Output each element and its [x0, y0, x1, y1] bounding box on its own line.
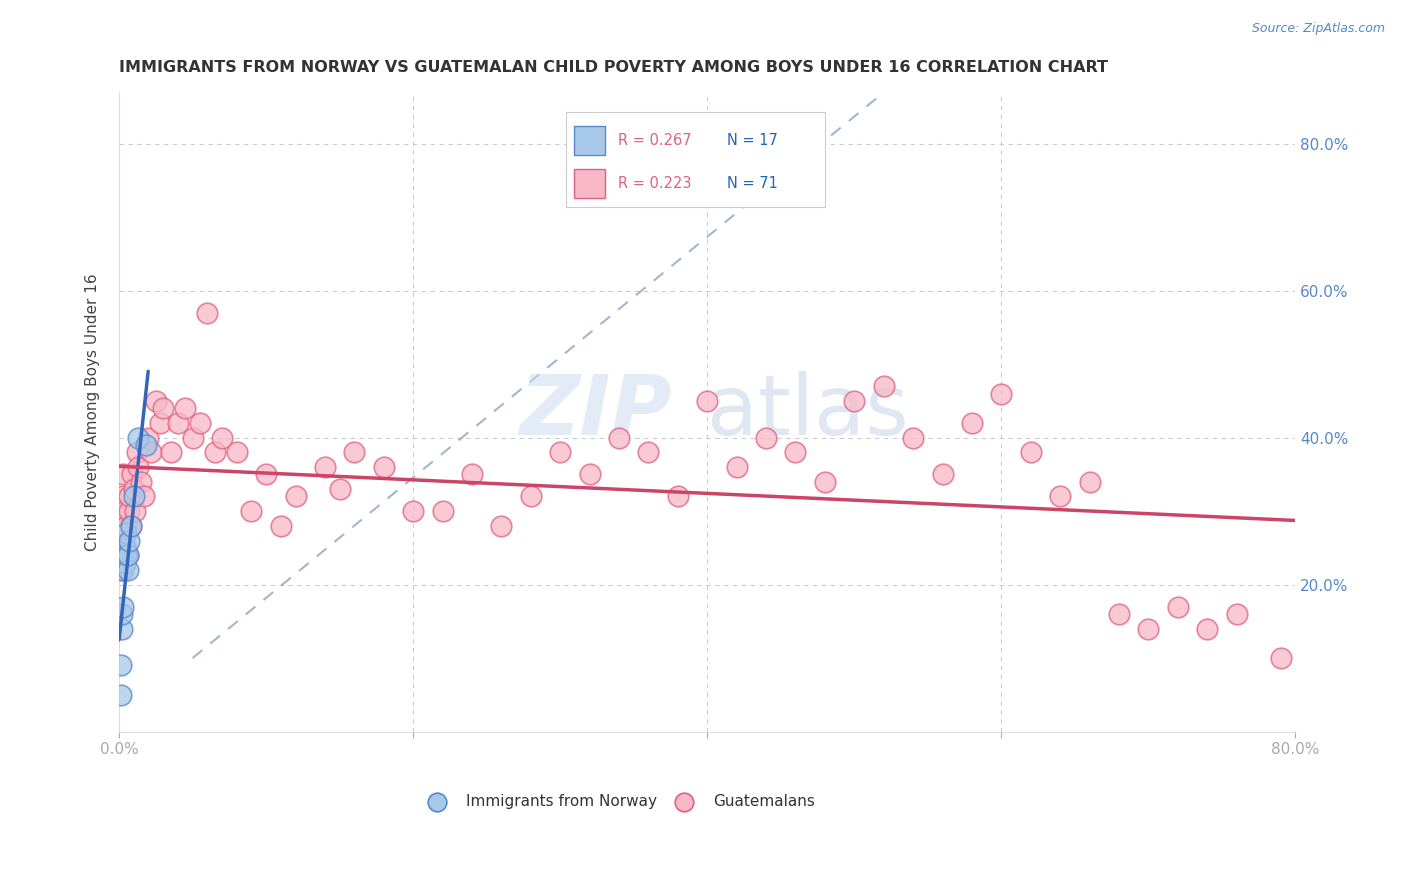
Point — [329, 482, 352, 496]
Point — [195, 306, 218, 320]
Point — [118, 533, 141, 548]
Point — [284, 490, 307, 504]
Point — [204, 445, 226, 459]
Point — [254, 467, 277, 482]
Point — [1078, 475, 1101, 489]
Text: Source: ZipAtlas.com: Source: ZipAtlas.com — [1251, 22, 1385, 36]
Text: IMMIGRANTS FROM NORWAY VS GUATEMALAN CHILD POVERTY AMONG BOYS UNDER 16 CORRELATI: IMMIGRANTS FROM NORWAY VS GUATEMALAN CHI… — [120, 60, 1108, 75]
Point — [314, 460, 336, 475]
Point — [138, 431, 160, 445]
Point — [122, 490, 145, 504]
Point — [873, 379, 896, 393]
Text: Guatemalans: Guatemalans — [713, 794, 815, 809]
Point — [990, 386, 1012, 401]
Point — [461, 467, 484, 482]
Y-axis label: Child Poverty Among Boys Under 16: Child Poverty Among Boys Under 16 — [86, 273, 100, 550]
Point — [1137, 622, 1160, 636]
Point — [112, 490, 135, 504]
Point — [211, 431, 233, 445]
Point — [931, 467, 953, 482]
Point — [111, 533, 134, 548]
Text: Immigrants from Norway: Immigrants from Norway — [467, 794, 657, 809]
Point — [110, 658, 132, 673]
Point — [696, 393, 718, 408]
Point — [112, 599, 135, 614]
Point — [755, 431, 778, 445]
Point — [548, 445, 571, 459]
Point — [666, 490, 689, 504]
Point — [112, 467, 135, 482]
Point — [110, 688, 132, 702]
Point — [132, 490, 155, 504]
Point — [112, 563, 135, 577]
Point — [181, 431, 204, 445]
Point — [725, 460, 748, 475]
Point — [167, 416, 190, 430]
Point — [111, 607, 134, 621]
Point — [1049, 490, 1071, 504]
Point — [607, 431, 630, 445]
Point — [1226, 607, 1249, 621]
Point — [844, 393, 866, 408]
Point — [343, 445, 366, 459]
Point — [785, 445, 807, 459]
Point — [115, 518, 138, 533]
Point — [127, 460, 149, 475]
Point — [117, 563, 139, 577]
Point — [1270, 651, 1292, 665]
Point — [960, 416, 983, 430]
Point — [1019, 445, 1042, 459]
Point — [141, 445, 163, 459]
Point — [125, 445, 148, 459]
Point — [491, 518, 513, 533]
Point — [134, 438, 156, 452]
Point — [174, 401, 197, 416]
Point — [402, 504, 425, 518]
Point — [159, 445, 181, 459]
Point — [637, 445, 659, 459]
Point — [117, 548, 139, 562]
Point — [432, 504, 454, 518]
Point — [520, 490, 543, 504]
Point — [115, 541, 138, 555]
Point — [127, 431, 149, 445]
Point — [188, 416, 211, 430]
Point — [124, 504, 146, 518]
Point — [225, 445, 247, 459]
Point — [114, 541, 136, 555]
Point — [814, 805, 837, 820]
Point — [149, 416, 172, 430]
Point — [129, 475, 152, 489]
Point — [152, 401, 174, 416]
Point — [240, 504, 263, 518]
Point — [115, 548, 138, 562]
Point — [270, 518, 292, 533]
Point — [110, 563, 132, 577]
Point — [114, 504, 136, 518]
Point — [115, 526, 138, 541]
Point — [122, 482, 145, 496]
Point — [114, 556, 136, 570]
Point — [373, 460, 395, 475]
Point — [145, 393, 167, 408]
Point — [901, 431, 924, 445]
Point — [1167, 599, 1189, 614]
Point — [118, 504, 141, 518]
Point — [114, 518, 136, 533]
Point — [111, 622, 134, 636]
Point — [578, 467, 600, 482]
Point — [120, 518, 142, 533]
Point — [121, 467, 143, 482]
Text: atlas: atlas — [707, 371, 910, 452]
Point — [1108, 607, 1130, 621]
Point — [814, 475, 837, 489]
Point — [1197, 622, 1219, 636]
Point — [117, 548, 139, 562]
Point — [118, 490, 141, 504]
Text: ZIP: ZIP — [519, 371, 672, 452]
Point — [120, 518, 142, 533]
Point — [505, 805, 527, 820]
